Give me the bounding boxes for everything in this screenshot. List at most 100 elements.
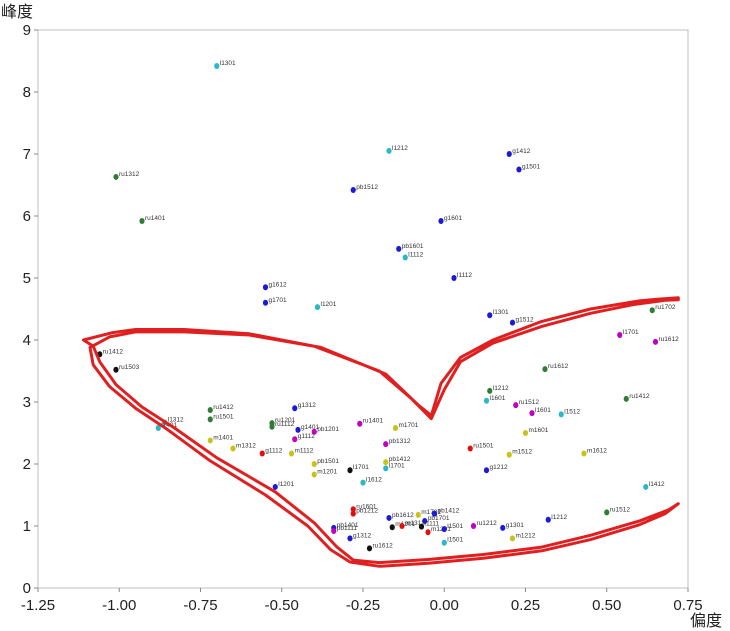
point-marker (522, 430, 529, 436)
data-point: m1112 (288, 447, 314, 457)
point-marker (441, 526, 447, 533)
point-label: g1701 (269, 297, 287, 304)
point-label: l1301 (493, 309, 509, 316)
y-tick-label: 4 (23, 332, 31, 349)
point-marker (360, 479, 366, 486)
point-marker (311, 461, 317, 467)
data-point: pb1312 (383, 438, 411, 448)
point-label: pb1212 (356, 508, 378, 515)
point-label: m1201 (431, 526, 451, 533)
y-tick-label: 6 (23, 208, 31, 225)
point-marker (396, 245, 402, 252)
data-point: l1112 (402, 252, 424, 261)
point-label: pb1512 (356, 184, 378, 191)
point-label: pb1201 (317, 426, 339, 433)
data-point: g1401 (295, 424, 319, 433)
point-marker (451, 275, 457, 281)
data-point: g1212 (483, 464, 508, 474)
point-label: l1201 (278, 481, 294, 488)
point-marker (483, 397, 490, 404)
data-point: pb1412 (431, 508, 460, 517)
point-label: m1701 (421, 509, 441, 516)
y-tick-label: 1 (23, 518, 31, 535)
x-axis: -1.25 -1.00 -0.75 -0.50 -0.25 0.00 0.25 0.50 0.7… (21, 588, 703, 614)
point-label: g1212 (490, 464, 508, 471)
point-label: ru1501 (473, 443, 494, 450)
point-label: l1701 (353, 464, 369, 471)
data-point: pb1412 (383, 456, 411, 466)
data-point: l1301 (214, 60, 236, 69)
point-marker (513, 402, 519, 409)
data-point: g1112 (259, 447, 283, 457)
data-point: l1212 (487, 385, 509, 394)
data-point: l1612 (360, 477, 382, 486)
point-marker (506, 451, 512, 458)
point-marker (272, 483, 278, 490)
point-marker (262, 299, 269, 306)
point-marker (487, 387, 493, 394)
y-tick-label: 3 (23, 394, 31, 411)
point-marker (311, 471, 317, 478)
point-marker (506, 151, 512, 157)
data-point: m1512 (506, 449, 533, 458)
y-tick-label: 5 (23, 270, 31, 287)
point-marker (425, 529, 431, 536)
point-label: l1612 (366, 477, 382, 484)
point-label: ru1412 (103, 348, 124, 355)
data-point: m1612 (581, 447, 607, 457)
point-label: l1301 (220, 60, 236, 67)
data-point: g1601 (438, 215, 462, 224)
point-marker (155, 425, 161, 432)
point-label: m1612 (587, 447, 607, 454)
point-marker (529, 410, 535, 417)
point-marker (383, 465, 389, 472)
point-label: ru1612 (373, 542, 394, 549)
point-marker (295, 426, 301, 433)
point-label: l1111 (425, 521, 440, 528)
data-point: l1301 (487, 309, 509, 319)
point-label: g1412 (512, 148, 530, 155)
point-marker (389, 524, 395, 531)
data-point: m1601 (522, 427, 549, 436)
data-point: pb1212 (350, 508, 378, 517)
point-label: l1412 (649, 481, 665, 488)
data-point: l1201 (314, 301, 337, 311)
point-label: m1212 (516, 532, 536, 539)
data-point: g1701 (262, 297, 287, 306)
data-point: ru1401 (357, 418, 383, 427)
point-marker (500, 524, 506, 531)
data-point: g1612 (262, 281, 287, 291)
y-axis-title: 峰度 (1, 2, 33, 21)
data-point: l1212 (386, 145, 408, 154)
point-marker (441, 539, 447, 546)
point-marker (581, 450, 587, 457)
point-label: ru1702 (655, 304, 676, 311)
point-label: g1401 (301, 424, 319, 431)
point-label: pb1401 (337, 522, 359, 529)
point-marker (139, 217, 145, 224)
data-point: l1212 (545, 514, 568, 523)
x-axis-title: 偏度 (690, 611, 722, 630)
point-marker (509, 535, 516, 542)
data-point: l1111 (418, 521, 440, 530)
point-marker (292, 405, 298, 412)
data-point: g1501 (516, 164, 540, 173)
data-point: m1701 (392, 422, 419, 432)
point-marker (483, 467, 490, 474)
point-marker (350, 510, 356, 517)
data-point: ru1503 (113, 364, 140, 373)
point-marker (545, 516, 551, 523)
point-label: l1201 (321, 301, 337, 308)
point-marker (418, 523, 425, 530)
point-label: l1601 (535, 407, 551, 414)
point-marker (207, 437, 213, 444)
point-marker (402, 254, 408, 261)
point-marker (292, 436, 298, 443)
data-point: ru1612 (652, 336, 679, 345)
point-label: ru1412 (213, 404, 234, 411)
point-marker (331, 527, 337, 534)
data-point: m1201 (425, 526, 451, 536)
x-tick-label: -1.25 (21, 597, 55, 614)
x-tick-label: 0.25 (511, 597, 540, 614)
point-label: ru1503 (119, 364, 140, 371)
